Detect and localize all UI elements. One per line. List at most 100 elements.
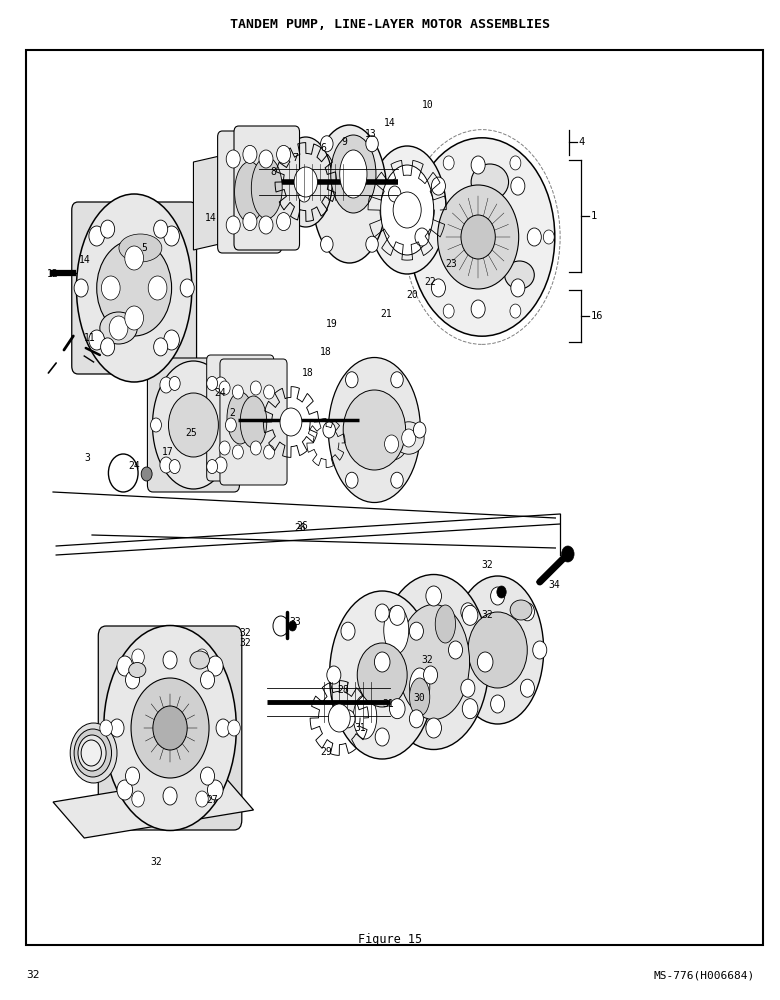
Circle shape <box>389 605 405 625</box>
Circle shape <box>357 643 407 707</box>
Polygon shape <box>193 142 281 250</box>
Circle shape <box>132 649 144 665</box>
Circle shape <box>250 381 261 395</box>
Text: 8: 8 <box>270 167 276 177</box>
Ellipse shape <box>227 392 254 444</box>
Circle shape <box>277 145 291 163</box>
Circle shape <box>431 177 445 195</box>
Text: 6: 6 <box>321 143 327 153</box>
Text: 29: 29 <box>320 747 332 757</box>
Circle shape <box>562 546 574 562</box>
Circle shape <box>164 330 179 350</box>
Circle shape <box>491 695 505 713</box>
Circle shape <box>154 220 168 238</box>
Ellipse shape <box>100 312 137 344</box>
Circle shape <box>448 641 463 659</box>
Text: MS-776(H006684): MS-776(H006684) <box>653 970 754 980</box>
Circle shape <box>109 316 128 340</box>
Circle shape <box>70 723 117 783</box>
Circle shape <box>196 791 208 807</box>
Text: 19: 19 <box>325 319 338 329</box>
Circle shape <box>101 338 115 356</box>
Text: 34: 34 <box>548 580 560 590</box>
Ellipse shape <box>381 165 434 255</box>
Circle shape <box>219 441 230 455</box>
Circle shape <box>491 587 505 605</box>
Text: Figure 15: Figure 15 <box>358 934 422 946</box>
Circle shape <box>125 306 144 330</box>
Text: 1: 1 <box>590 211 597 221</box>
Circle shape <box>163 787 177 805</box>
Circle shape <box>510 156 521 170</box>
Text: 21: 21 <box>380 309 392 319</box>
Circle shape <box>74 729 112 777</box>
Circle shape <box>216 719 230 737</box>
Text: 25: 25 <box>185 428 197 438</box>
Circle shape <box>169 376 180 390</box>
Circle shape <box>200 767 215 785</box>
Circle shape <box>321 136 333 152</box>
Text: 11: 11 <box>83 333 96 343</box>
Ellipse shape <box>471 164 509 200</box>
Circle shape <box>101 276 120 300</box>
Bar <box>26 50 763 945</box>
Text: 18: 18 <box>302 368 314 378</box>
Circle shape <box>160 457 172 473</box>
Ellipse shape <box>328 358 420 502</box>
Ellipse shape <box>378 574 489 750</box>
Ellipse shape <box>410 138 555 336</box>
Ellipse shape <box>76 194 192 382</box>
Text: 2: 2 <box>229 408 236 418</box>
Circle shape <box>232 385 243 399</box>
Circle shape <box>207 460 218 474</box>
Circle shape <box>126 671 140 689</box>
Circle shape <box>280 408 302 436</box>
Ellipse shape <box>452 576 544 724</box>
Circle shape <box>89 330 105 350</box>
Circle shape <box>533 641 547 659</box>
Circle shape <box>463 605 478 625</box>
Circle shape <box>511 177 525 195</box>
FancyBboxPatch shape <box>220 359 287 485</box>
Text: 32: 32 <box>481 560 494 570</box>
Circle shape <box>328 704 350 732</box>
Circle shape <box>426 718 441 738</box>
Circle shape <box>131 678 209 778</box>
Circle shape <box>520 679 534 697</box>
Circle shape <box>100 720 112 736</box>
Text: 17: 17 <box>161 447 174 457</box>
Text: 13: 13 <box>364 129 377 139</box>
Circle shape <box>259 216 273 234</box>
Text: 26: 26 <box>294 523 307 533</box>
Ellipse shape <box>119 234 162 262</box>
Circle shape <box>520 603 534 621</box>
Text: 3: 3 <box>84 453 90 463</box>
Circle shape <box>117 780 133 800</box>
FancyBboxPatch shape <box>72 202 197 374</box>
Circle shape <box>110 719 124 737</box>
Circle shape <box>463 699 478 719</box>
Text: 12: 12 <box>47 269 59 279</box>
FancyBboxPatch shape <box>234 126 300 250</box>
Ellipse shape <box>251 157 282 219</box>
Ellipse shape <box>340 150 367 198</box>
Text: 30: 30 <box>413 693 426 703</box>
Circle shape <box>200 671 215 689</box>
Circle shape <box>431 279 445 297</box>
Circle shape <box>343 390 406 470</box>
Polygon shape <box>53 774 254 838</box>
Circle shape <box>228 720 240 736</box>
Circle shape <box>471 300 485 318</box>
FancyBboxPatch shape <box>147 358 239 492</box>
Circle shape <box>164 226 179 246</box>
Ellipse shape <box>353 695 377 739</box>
Circle shape <box>97 240 172 336</box>
Circle shape <box>402 429 416 447</box>
Circle shape <box>180 279 194 297</box>
Circle shape <box>78 735 106 771</box>
Circle shape <box>126 767 140 785</box>
Circle shape <box>366 236 378 252</box>
Circle shape <box>89 226 105 246</box>
Text: 20: 20 <box>406 290 418 300</box>
Text: 28: 28 <box>337 685 349 695</box>
